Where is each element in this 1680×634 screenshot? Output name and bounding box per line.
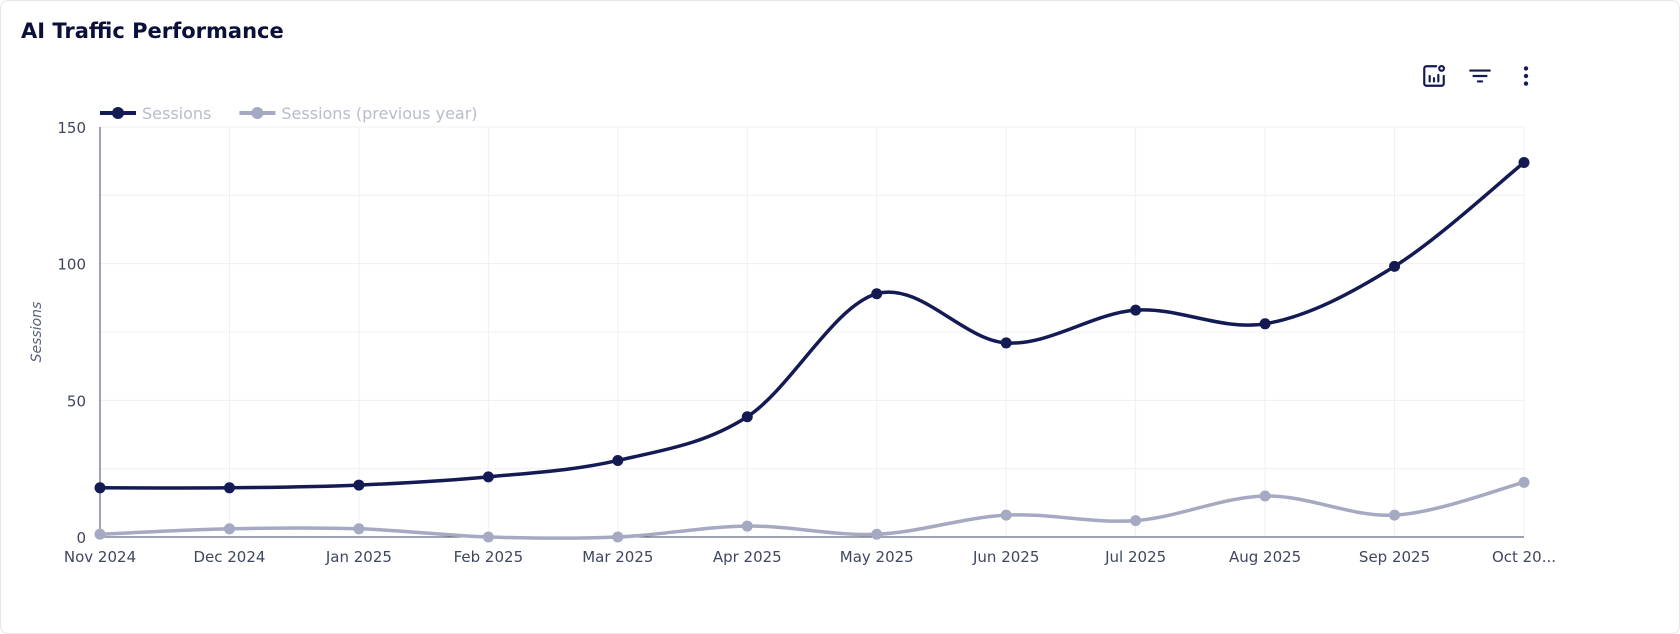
x-tick-label: Nov 2024 — [64, 548, 136, 566]
x-tick-label: May 2025 — [840, 548, 914, 566]
data-point-sessions — [353, 479, 365, 491]
data-point-previous-year — [1000, 509, 1012, 521]
x-tick-label: Jan 2025 — [325, 548, 392, 566]
chart-title: AI Traffic Performance — [21, 19, 284, 43]
data-point-sessions — [1389, 260, 1401, 272]
data-point-previous-year — [741, 520, 753, 532]
x-tick-label: Oct 20... — [1492, 548, 1556, 566]
data-point-previous-year — [482, 531, 494, 543]
legend-swatch-marker — [251, 107, 264, 119]
y-axis-label: Sessions — [29, 302, 45, 363]
data-point-sessions — [871, 288, 883, 300]
data-point-sessions — [1259, 318, 1271, 330]
data-point-previous-year — [871, 528, 883, 540]
legend-label: Sessions — [142, 104, 211, 123]
series-line-previous-year — [99, 480, 1525, 540]
data-point-previous-year — [612, 531, 624, 543]
x-tick-label: Sep 2025 — [1359, 548, 1430, 566]
data-point-sessions — [1000, 337, 1012, 349]
x-tick-label: Apr 2025 — [713, 548, 782, 566]
y-tick-label: 100 — [57, 256, 86, 274]
x-tick-label: Feb 2025 — [454, 548, 524, 566]
data-point-previous-year — [223, 523, 235, 535]
data-point-previous-year — [353, 523, 365, 535]
data-point-sessions — [1518, 157, 1530, 169]
x-tick-label: Aug 2025 — [1229, 548, 1301, 566]
x-tick-label: Mar 2025 — [582, 548, 653, 566]
data-point-sessions — [612, 454, 624, 466]
x-tick-label: Jun 2025 — [972, 548, 1039, 566]
more-vertical-icon[interactable] — [1513, 63, 1539, 89]
data-point-previous-year — [1389, 509, 1401, 521]
data-point-previous-year — [1518, 476, 1530, 488]
x-tick-label: Dec 2024 — [193, 548, 265, 566]
chart-toolbar — [1421, 63, 1539, 89]
data-point-previous-year — [1259, 490, 1271, 502]
series-line-sessions — [99, 161, 1526, 490]
data-point-previous-year — [94, 528, 106, 540]
data-point-previous-year — [1130, 515, 1142, 527]
data-point-sessions — [223, 482, 235, 494]
data-point-sessions — [1130, 304, 1142, 316]
legend-label: Sessions (previous year) — [281, 104, 477, 123]
chart-settings-icon[interactable] — [1421, 63, 1447, 89]
y-tick-label: 0 — [76, 529, 86, 547]
data-point-sessions — [94, 482, 106, 494]
data-point-sessions — [741, 411, 753, 423]
y-tick-label: 50 — [67, 392, 86, 410]
data-point-sessions — [482, 471, 494, 483]
y-tick-label: 150 — [57, 119, 86, 137]
x-tick-label: Jul 2025 — [1104, 548, 1166, 566]
filter-icon[interactable] — [1467, 63, 1493, 89]
legend-swatch-marker — [112, 107, 124, 119]
